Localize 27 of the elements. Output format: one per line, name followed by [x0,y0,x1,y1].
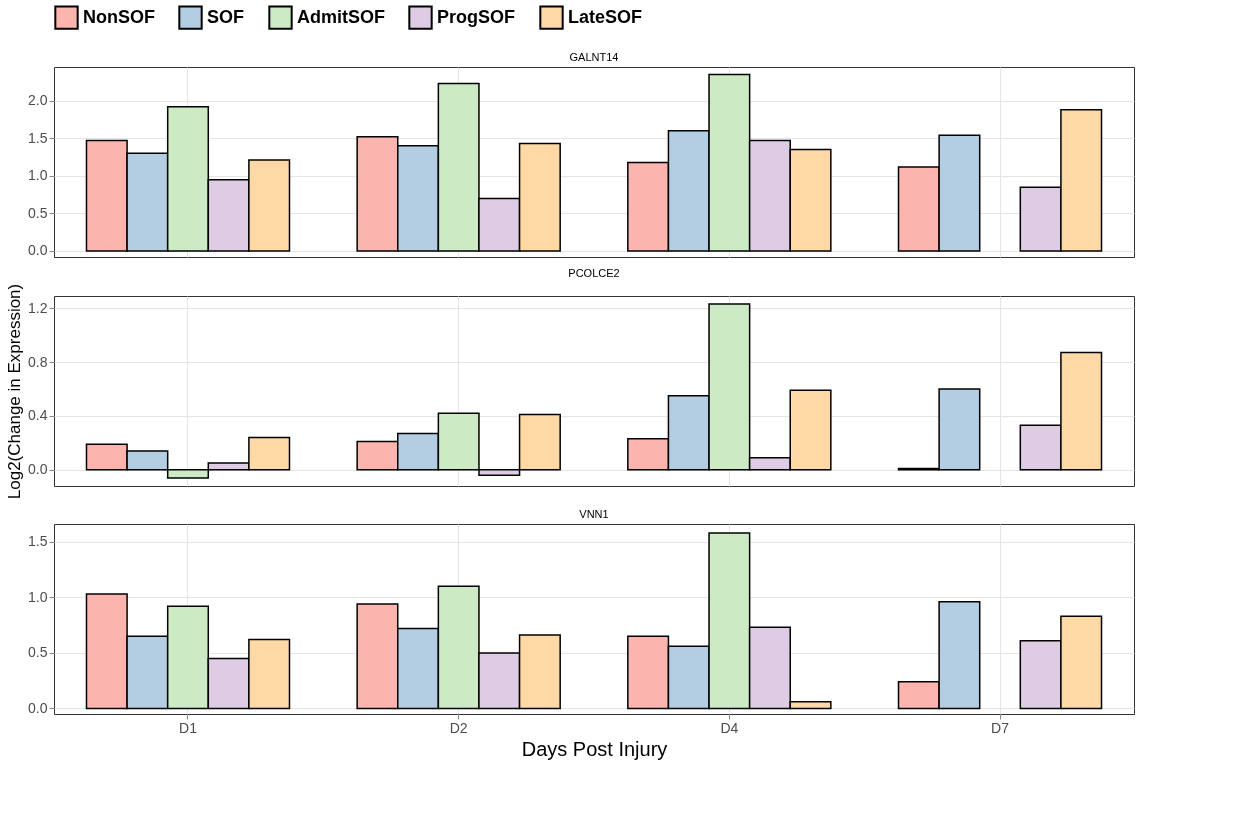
x-tick-label: D7 [991,719,1010,736]
x-tick-label: D4 [720,719,739,736]
y-tick-label: 0.8 [28,353,48,370]
chart-title: VNN1 [579,508,609,520]
y-tick-label: 0.0 [28,461,48,478]
y-axis-title: Log2(Change in Expression) [5,283,25,500]
y-tick-label: 1.0 [28,167,48,184]
y-tick-label: 0.5 [28,204,48,221]
y-tick-label: 1.2 [28,299,48,316]
chart-title: PCOLCE2 [568,267,620,280]
y-tick-label: 0.0 [28,242,48,259]
y-tick-label: 1.0 [28,588,48,605]
x-axis-title: Days Post Injury [521,737,668,760]
y-tick-label: 0.5 [28,644,48,661]
y-tick-label: 1.5 [28,533,48,550]
y-tick-label: 0.0 [28,699,48,716]
legend-label: LateSOF [568,6,643,27]
legend-label: ProgSOF [437,6,516,27]
legend-label: AdmitSOF [297,6,385,27]
chart-title: GALNT14 [569,51,619,63]
y-tick-label: 1.5 [28,129,48,146]
y-tick-label: 0.4 [28,407,48,424]
x-tick-label: D2 [449,719,468,736]
x-tick-label: D1 [179,719,198,736]
legend-label: SOF [207,6,245,27]
y-tick-label: 2.0 [28,92,48,109]
legend-label: NonSOF [83,6,155,27]
